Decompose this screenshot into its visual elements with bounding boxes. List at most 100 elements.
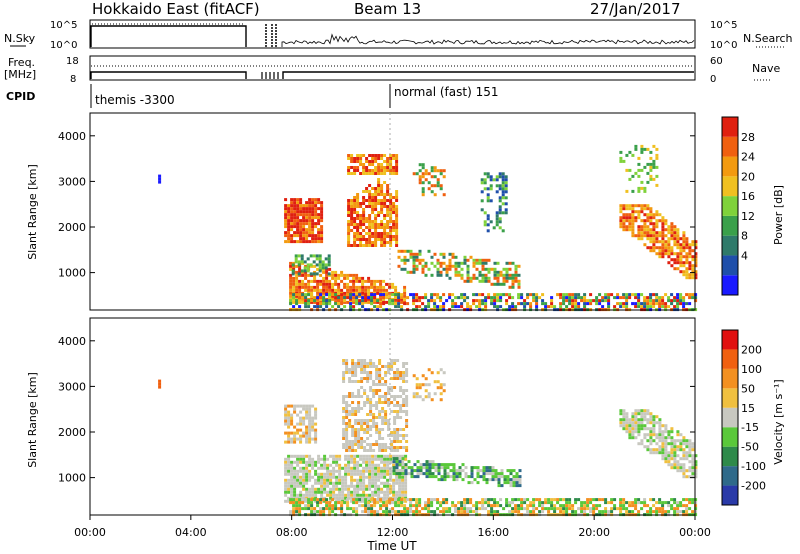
scatter-cell [311,404,315,408]
scatter-cell [661,305,665,309]
scatter-cell [287,463,291,467]
scatter-cell [353,487,357,491]
scatter-cell [312,260,316,264]
scatter-cell [293,484,297,488]
scatter-cell [329,487,333,491]
scatter-cell [290,213,294,217]
scatter-cell [304,299,308,303]
scatter-cell [311,484,315,488]
scatter-cell [541,293,545,297]
scatter-cell [667,305,671,309]
scatter-cell [640,207,644,211]
scatter-cell [344,487,348,491]
scatter-cell [694,498,698,502]
scatter-cell [637,424,641,428]
scatter-cell [688,296,692,300]
scatter-cell [544,507,548,511]
scatter-cell [350,172,354,175]
scatter-cell [357,362,361,365]
scatter-cell [346,504,350,508]
scatter-cell [308,407,312,411]
scatter-cell [451,504,455,508]
scatter-cell [394,302,398,306]
scatter-cell [694,261,698,265]
scatter-cell [512,478,516,482]
scatter-cell [400,300,404,304]
colorbar-swatch [722,349,738,369]
scatter-cell [505,501,509,505]
scatter-cell [302,225,306,229]
scatter-cell [379,293,383,297]
scatter-cell [424,305,428,309]
scatter-cell [368,205,372,208]
scatter-cell [442,175,446,179]
scatter-cell [676,255,680,259]
scatter-cell [347,484,351,488]
scatter-cell [387,419,391,422]
scatter-cell [640,305,644,309]
scatter-cell [290,413,294,417]
scatter-cell [652,243,656,247]
scatter-cell [393,446,397,449]
scatter-cell [289,498,293,502]
scatter-cell [418,261,422,265]
scatter-cell [409,293,413,297]
scatter-cell [369,359,373,362]
scatter-cell [322,270,326,274]
scatter-cell [351,371,355,374]
scatter-cell [679,466,683,470]
scatter-cell [370,296,374,300]
scatter-cell [353,460,357,464]
scatter-cell [440,475,444,479]
scatter-cell [502,267,506,271]
scatter-cell [302,472,306,476]
scatter-cell [488,478,492,482]
scatter-cell [634,415,638,419]
scatter-cell [673,225,677,229]
scatter-cell [505,267,509,271]
scatter-cell [284,210,288,214]
scatter-cell [352,501,356,505]
scatter-cell [562,507,566,511]
scatter-cell [353,217,357,220]
scatter-cell [296,472,300,476]
scatter-cell [359,157,363,160]
scatter-cell [297,260,301,264]
scatter-cell [377,454,381,458]
scatter-cell [307,501,311,505]
scatter-cell [367,276,371,280]
scatter-cell [325,507,329,511]
scatter-cell [302,228,306,232]
scatter-cell [374,454,378,458]
scatter-cell [295,288,299,292]
scatter-cell [487,279,491,283]
scatter-cell [515,484,519,488]
scatter-cell [517,273,521,277]
scatter-cell [293,478,297,482]
scatter-cell [332,481,336,485]
scatter-cell [287,440,291,444]
scatter-cell [290,466,294,470]
scatter-cell [299,466,303,470]
scatter-cell [386,457,390,461]
scatter-cell [682,463,686,467]
scatter-cell [643,302,647,306]
scatter-cell [390,389,394,392]
scatter-cell [397,510,401,514]
scatter-cell [366,437,370,440]
scatter-cell [424,293,428,297]
scatter-cell [390,401,394,404]
scatter-cell [646,225,650,229]
scatter-cell [354,362,358,365]
scatter-cell [685,243,689,247]
scatter-cell [377,232,381,235]
scatter-cell [433,380,437,384]
scatter-cell [353,484,357,488]
scatter-cell [377,184,381,187]
scatter-cell [658,507,662,511]
scatter-cell [400,297,404,301]
scatter-cell [673,445,677,449]
scatter-cell [634,409,638,413]
scatter-cell [299,237,303,241]
scatter-cell [598,293,602,297]
